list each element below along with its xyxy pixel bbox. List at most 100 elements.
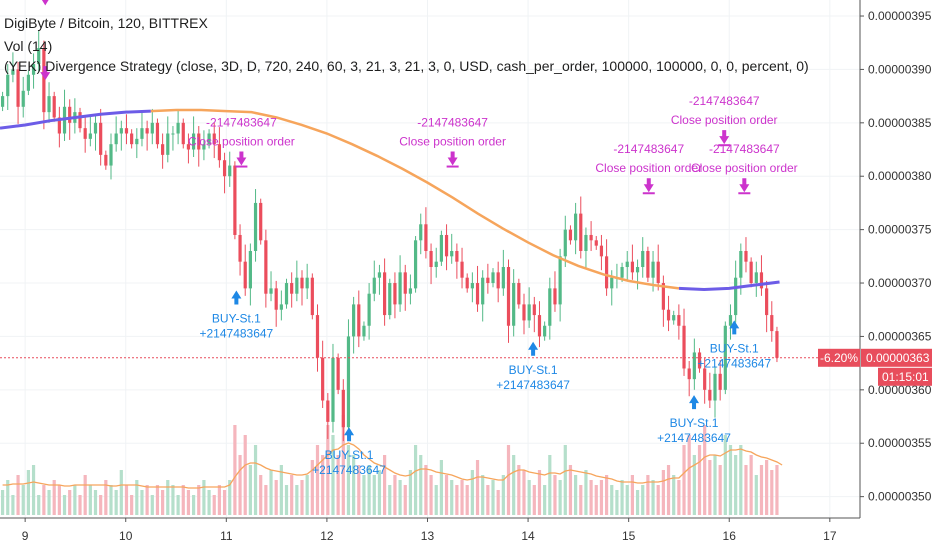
candle-body [543, 325, 547, 337]
signal-layer: BUY-St.1+2147483647BUY-St.1+2147483647BU… [40, 0, 798, 477]
volume-bar [57, 485, 61, 515]
volume-bar [527, 480, 531, 515]
exit-signal-label: Close position order [595, 161, 702, 175]
candle-body [37, 48, 41, 65]
volume-bar [6, 480, 10, 515]
volume-bar [264, 485, 268, 515]
volume-bar [383, 455, 387, 515]
axis-layer: 0.00000350 0.00000355 0.00000360 0.00000365… [0, 0, 932, 543]
exit-signal-quantity: -2147483647 [417, 116, 488, 130]
candle-body [11, 69, 15, 75]
volume-bar [439, 460, 443, 515]
buy-arrow-icon [528, 341, 539, 356]
candle-body [104, 154, 108, 166]
strategy-label[interactable]: (YEK) Divergence Strategy (close, 3D, D,… [4, 58, 809, 74]
exit-arrow-icon [40, 66, 51, 81]
candle-body [336, 357, 340, 390]
candle-body [403, 272, 407, 294]
volume-bar [692, 455, 696, 515]
exit-arrow-icon [739, 178, 750, 193]
candle-body [424, 224, 428, 251]
volume-bar [150, 495, 154, 515]
candle-body [728, 315, 733, 326]
candle-body [341, 389, 345, 428]
volume-bar [212, 495, 216, 515]
candle-body [140, 128, 144, 139]
candle-body [713, 373, 717, 401]
candle-body [501, 267, 505, 289]
volume-bar [161, 490, 165, 515]
volume-bar [284, 485, 289, 515]
countdown-badge [878, 367, 932, 386]
buy-signal-label: BUY-St.1 [710, 341, 759, 355]
candle-body [744, 250, 748, 262]
candle-body [408, 288, 413, 294]
volume-bar [310, 460, 314, 515]
volume-bar [723, 435, 727, 515]
volume-bar [341, 415, 345, 515]
candle-body [574, 213, 578, 241]
volume-bar [326, 425, 330, 515]
candle-body [93, 122, 98, 134]
volume-bar [352, 455, 356, 515]
volume-bar [408, 470, 413, 515]
candle-body [512, 283, 516, 326]
volume-bar [522, 470, 526, 515]
candle-body [527, 304, 531, 321]
volume-bar [537, 470, 542, 515]
volume-bar [295, 485, 299, 515]
candle-body [135, 138, 139, 145]
volume-bar [589, 480, 593, 515]
volume-bar [176, 495, 180, 515]
volume-bar [496, 490, 500, 515]
candle-body [119, 128, 123, 134]
candle-body [692, 352, 696, 380]
volume-indicator-label[interactable]: Vol (14) [4, 38, 53, 54]
candle-body [161, 144, 165, 155]
candle-body [155, 122, 160, 145]
candle-body [630, 261, 635, 273]
volume-bar [625, 485, 629, 515]
volume-bar [641, 485, 645, 515]
volume-bar [21, 485, 25, 515]
candle-body [181, 122, 185, 145]
candle-body [295, 277, 299, 294]
volume-bar [248, 465, 252, 515]
candle-body [166, 133, 170, 155]
volume-bar [31, 465, 36, 515]
candle-body [99, 122, 103, 155]
moving-average-orange [150, 108, 680, 290]
candle-body [212, 133, 216, 145]
volume-bar [759, 465, 764, 515]
candle-body [558, 256, 562, 305]
volume-bar [362, 475, 366, 515]
candle-body [563, 229, 567, 257]
volume-bar [207, 490, 211, 515]
candle-body [367, 293, 371, 326]
volume-bar [253, 445, 258, 515]
candle-body [290, 283, 294, 294]
candle-body [537, 315, 542, 337]
candle-body [352, 304, 356, 337]
volume-bar [450, 480, 454, 515]
candle-body [279, 304, 283, 310]
volume-bar [124, 485, 129, 515]
volume-bar [336, 455, 340, 515]
volume-bar [346, 445, 351, 515]
candle-body [610, 277, 614, 289]
candle-body [259, 202, 263, 241]
price-tick-label: 0.00000350 [868, 490, 932, 504]
candle-body [145, 128, 149, 134]
candle-body [677, 315, 681, 326]
candle-body [697, 352, 702, 369]
exit-signal-label: Close position order [399, 135, 506, 149]
candle-body [775, 331, 779, 358]
candle-body [228, 165, 232, 177]
candle-body [496, 272, 500, 289]
time-tick-label: 16 [723, 529, 737, 543]
volume-bar [52, 480, 56, 515]
price-tick-label: 0.00000375 [868, 223, 932, 237]
volume-bar [744, 465, 748, 515]
